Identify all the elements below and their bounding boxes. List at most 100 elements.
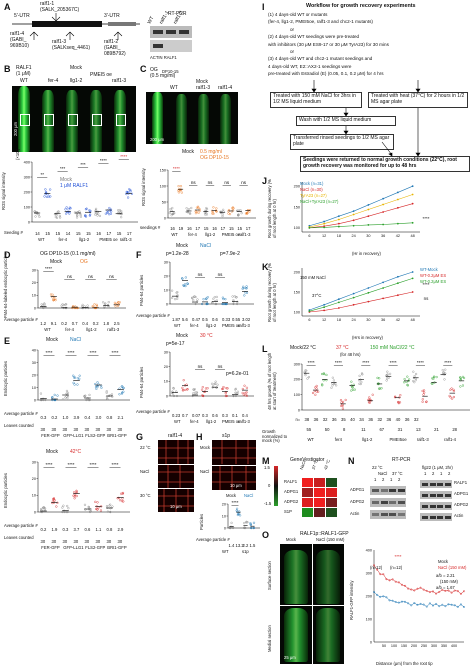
y-tick-label: 200 bbox=[24, 190, 30, 194]
genotype-label: fer-4 bbox=[65, 327, 74, 332]
gel-band bbox=[429, 493, 436, 497]
data-point bbox=[397, 401, 400, 404]
data-point bbox=[83, 503, 87, 506]
data-point bbox=[233, 295, 236, 298]
data-point bbox=[88, 214, 91, 217]
growth-value: 67 bbox=[379, 427, 385, 432]
data-point bbox=[75, 216, 79, 219]
data-point bbox=[72, 374, 75, 377]
data-point bbox=[64, 208, 67, 211]
genotype-label: WT bbox=[44, 327, 51, 332]
gel-band bbox=[372, 513, 379, 516]
data-point bbox=[100, 386, 103, 389]
data-point bbox=[435, 602, 438, 605]
row-label: Medial section bbox=[267, 625, 272, 652]
treatment-label: (0.5 mg/ml) bbox=[150, 73, 176, 79]
data-point bbox=[351, 386, 354, 389]
n-value: 36 bbox=[313, 417, 319, 422]
heatmap-cell bbox=[302, 508, 313, 517]
data-point bbox=[120, 392, 124, 395]
data-point bbox=[236, 510, 239, 513]
data-point bbox=[89, 210, 92, 214]
significance-mark: **** bbox=[111, 350, 118, 355]
data-point bbox=[403, 381, 406, 384]
y-tick-label: 0 bbox=[370, 640, 372, 644]
gel-band bbox=[444, 493, 451, 497]
data-point bbox=[320, 372, 324, 376]
data-point bbox=[232, 299, 235, 302]
heatmap-row-label: ADPG1 bbox=[284, 489, 299, 494]
n-value: 32 bbox=[322, 417, 328, 422]
data-point bbox=[121, 492, 124, 495]
data-point bbox=[372, 564, 375, 567]
data-point bbox=[239, 209, 242, 212]
significance-mark: ns bbox=[191, 180, 197, 185]
genotype-label: llg1-2 bbox=[86, 327, 97, 332]
reporter-line: GFP-LLG1 bbox=[63, 433, 84, 438]
avg-value: 0.3 bbox=[222, 413, 228, 418]
gel-band bbox=[437, 493, 443, 497]
data-point bbox=[78, 374, 81, 377]
significance-mark: *** bbox=[80, 162, 86, 167]
treatment-sub: DP10-15 bbox=[162, 69, 179, 74]
data-point bbox=[241, 387, 244, 391]
n-value: 38 bbox=[304, 417, 310, 422]
data-point bbox=[117, 496, 120, 500]
data-point bbox=[385, 578, 388, 581]
growth-value: 55 bbox=[306, 427, 312, 432]
data-point bbox=[245, 521, 248, 524]
y-tick-label: 150 bbox=[294, 205, 300, 209]
data-point bbox=[325, 373, 328, 377]
data-point bbox=[58, 215, 61, 218]
data-point bbox=[404, 584, 407, 587]
time-label: 2 bbox=[448, 471, 451, 476]
data-point bbox=[452, 395, 456, 399]
y-tick-label: 30 bbox=[164, 260, 168, 264]
seeding-count: 15 bbox=[45, 231, 50, 236]
workflow-text: Wash with 1/2 MS liquid medium bbox=[299, 117, 372, 123]
data-point bbox=[190, 206, 193, 210]
data-point bbox=[54, 299, 57, 302]
data-point bbox=[67, 208, 70, 211]
data-point bbox=[459, 378, 462, 381]
data-point bbox=[236, 513, 239, 517]
data-point bbox=[248, 210, 251, 213]
workflow-step: or bbox=[290, 49, 295, 54]
heatmap-cell bbox=[326, 498, 337, 507]
y-tick-label: 0 bbox=[34, 398, 36, 402]
legend-entry: WT-Mock bbox=[420, 267, 438, 272]
data-point bbox=[168, 211, 171, 215]
genotype-label: ralf1-3 bbox=[238, 419, 250, 424]
treatment-label: RALF1 bbox=[16, 65, 32, 71]
heatmap-row-label: RALF1 bbox=[284, 479, 298, 484]
avg-value: 2.5 bbox=[113, 321, 120, 326]
data-point bbox=[459, 603, 462, 606]
avg-value: 3.0 bbox=[95, 415, 102, 420]
data-point bbox=[67, 507, 70, 510]
series-line bbox=[373, 565, 465, 595]
data-point bbox=[84, 214, 87, 217]
workflow-step: pre-treated with Estradiol (E) (0.05, 0.… bbox=[268, 71, 384, 77]
gel-band bbox=[389, 489, 396, 492]
data-point bbox=[205, 297, 208, 300]
data-point bbox=[231, 526, 235, 530]
data-point bbox=[84, 208, 88, 211]
data-point bbox=[246, 212, 249, 215]
data-point bbox=[359, 382, 362, 386]
data-point bbox=[104, 302, 107, 305]
line-chart-k: 200 150 100 6 12 18 24 30 36 42 48 **** ns bbox=[294, 268, 430, 322]
data-point bbox=[323, 372, 326, 376]
data-point bbox=[237, 213, 240, 217]
reporter-line: BRI1-GFP bbox=[107, 433, 127, 438]
data-point bbox=[179, 188, 182, 191]
data-point bbox=[42, 306, 45, 310]
significance-mark: ns bbox=[208, 180, 214, 185]
data-point bbox=[250, 526, 253, 530]
data-point bbox=[171, 296, 174, 299]
data-point bbox=[200, 388, 204, 391]
data-point bbox=[65, 389, 69, 393]
significance-mark: *** bbox=[60, 166, 66, 171]
heatmap-colorbar bbox=[274, 466, 278, 506]
lane-label: WT bbox=[146, 15, 156, 26]
heatmap-col-label: 37 °C bbox=[310, 458, 320, 471]
